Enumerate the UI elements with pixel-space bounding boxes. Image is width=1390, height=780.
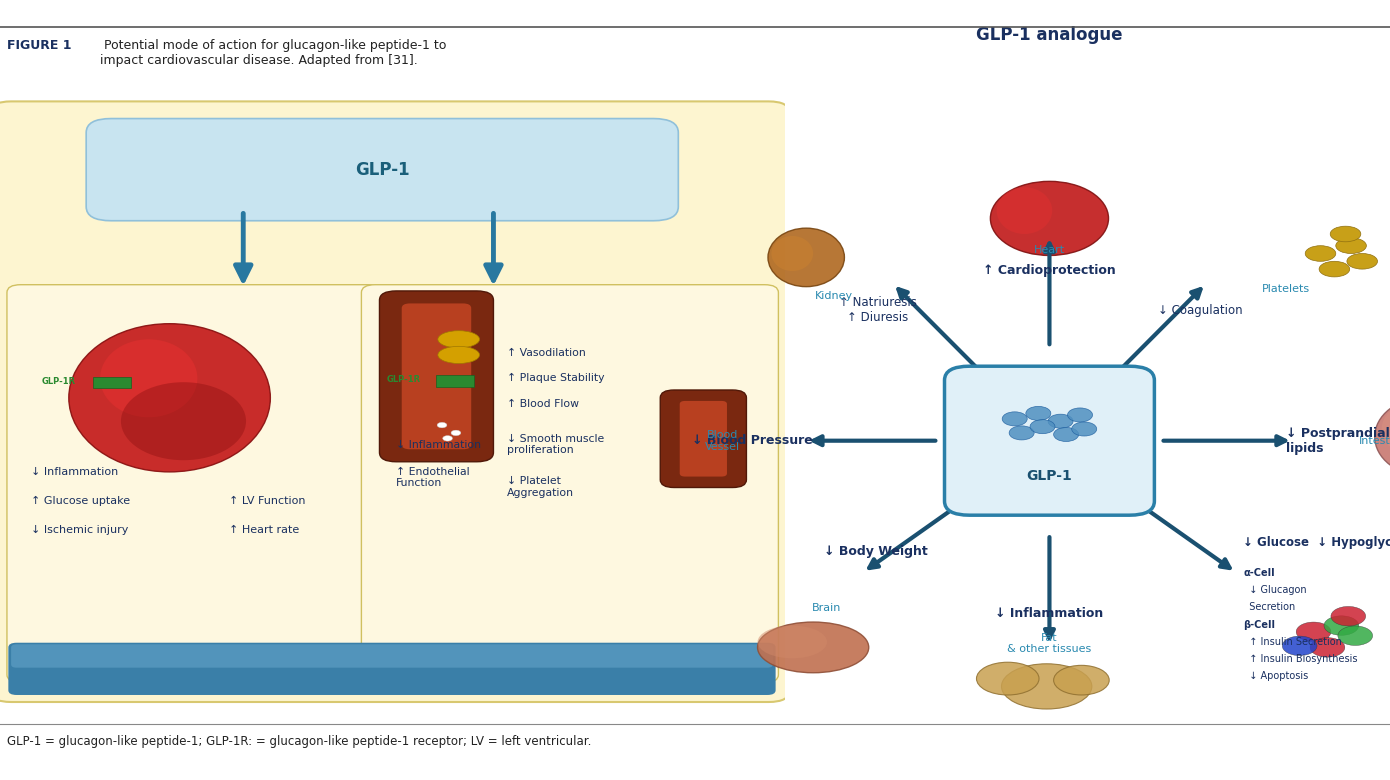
Text: β-Cell: β-Cell: [1244, 619, 1276, 629]
FancyBboxPatch shape: [7, 285, 382, 682]
Ellipse shape: [1002, 412, 1027, 426]
Text: Potential mode of action for glucagon-like peptide-1 to
impact cardiovascular di: Potential mode of action for glucagon-li…: [100, 39, 446, 67]
Ellipse shape: [1339, 626, 1373, 646]
Ellipse shape: [1297, 622, 1332, 641]
Ellipse shape: [767, 229, 845, 287]
FancyBboxPatch shape: [785, 31, 1386, 741]
Text: GLP-1: GLP-1: [354, 161, 410, 179]
Text: ↑ Natriuresis
↑ Diuresis: ↑ Natriuresis ↑ Diuresis: [838, 296, 916, 324]
FancyBboxPatch shape: [0, 101, 790, 702]
FancyBboxPatch shape: [86, 119, 678, 221]
Ellipse shape: [976, 662, 1040, 695]
Text: GLP-1: GLP-1: [1027, 469, 1072, 483]
Text: ↓ Apoptosis: ↓ Apoptosis: [1244, 671, 1309, 681]
Ellipse shape: [100, 339, 197, 417]
Text: ↓ Inflammation: ↓ Inflammation: [995, 607, 1104, 620]
Text: GLP-1 = glucagon-like peptide-1; GLP-1R: = glucagon-like peptide-1 receptor; LV : GLP-1 = glucagon-like peptide-1; GLP-1R:…: [7, 735, 591, 747]
Text: ↑ Vasodilation: ↑ Vasodilation: [507, 348, 587, 357]
Text: GLP-1 analogue: GLP-1 analogue: [976, 26, 1123, 44]
Ellipse shape: [1054, 665, 1109, 695]
Text: Brain: Brain: [812, 604, 842, 613]
Text: GLP-1R: GLP-1R: [386, 375, 421, 385]
Text: Kidney: Kidney: [815, 292, 853, 301]
Ellipse shape: [1336, 238, 1366, 254]
Text: ↓ Smooth muscle
proliferation: ↓ Smooth muscle proliferation: [507, 434, 605, 456]
Ellipse shape: [1068, 408, 1093, 422]
Ellipse shape: [436, 422, 448, 427]
Ellipse shape: [1048, 414, 1073, 428]
Text: ↑ Insulin Biosynthesis: ↑ Insulin Biosynthesis: [1244, 654, 1358, 664]
Text: ↓ Blood Pressure: ↓ Blood Pressure: [692, 434, 813, 447]
Ellipse shape: [1009, 426, 1034, 440]
FancyBboxPatch shape: [945, 367, 1154, 515]
FancyBboxPatch shape: [436, 375, 474, 387]
FancyBboxPatch shape: [8, 643, 776, 695]
Text: ↑ Blood Flow: ↑ Blood Flow: [507, 399, 580, 409]
Text: ↑ Glucose uptake: ↑ Glucose uptake: [31, 496, 129, 505]
Text: Intestine: Intestine: [1358, 436, 1390, 445]
Text: Blood
Vessel: Blood Vessel: [705, 430, 741, 452]
Text: FIGURE 1: FIGURE 1: [7, 39, 71, 52]
Ellipse shape: [1347, 254, 1377, 269]
FancyBboxPatch shape: [660, 390, 746, 488]
Ellipse shape: [1026, 406, 1051, 420]
Text: ↑ Insulin Secretion: ↑ Insulin Secretion: [1244, 636, 1343, 647]
Ellipse shape: [68, 324, 270, 472]
Text: ↓ Glucose  ↓ Hypoglycemia: ↓ Glucose ↓ Hypoglycemia: [1244, 536, 1390, 549]
Ellipse shape: [990, 182, 1109, 255]
FancyBboxPatch shape: [402, 303, 471, 449]
Ellipse shape: [758, 626, 827, 658]
Text: GLP-1R: GLP-1R: [42, 377, 76, 386]
Ellipse shape: [1330, 226, 1361, 242]
Text: Secretion: Secretion: [1244, 602, 1295, 612]
Text: ↓ Coagulation: ↓ Coagulation: [1158, 303, 1243, 317]
Text: ↑ Cardioprotection: ↑ Cardioprotection: [983, 264, 1116, 277]
Text: ↑ Endothelial
Function: ↑ Endothelial Function: [396, 466, 470, 488]
Text: Fat
& other tissues: Fat & other tissues: [1008, 633, 1091, 654]
FancyBboxPatch shape: [11, 644, 773, 668]
FancyBboxPatch shape: [379, 291, 493, 462]
Ellipse shape: [438, 331, 480, 348]
Text: ↓ Ischemic injury: ↓ Ischemic injury: [31, 526, 128, 535]
Ellipse shape: [1319, 261, 1350, 277]
Ellipse shape: [1072, 422, 1097, 436]
Ellipse shape: [450, 430, 461, 435]
Ellipse shape: [1382, 404, 1390, 454]
Text: ↓ Platelet
Aggregation: ↓ Platelet Aggregation: [507, 476, 574, 498]
Text: ↓ Inflammation: ↓ Inflammation: [396, 440, 481, 449]
Ellipse shape: [121, 382, 246, 460]
Ellipse shape: [1375, 398, 1390, 476]
Text: ↑ Heart rate: ↑ Heart rate: [229, 526, 300, 535]
Ellipse shape: [1332, 607, 1366, 626]
Ellipse shape: [1054, 427, 1079, 441]
FancyBboxPatch shape: [93, 377, 131, 388]
Ellipse shape: [438, 346, 480, 363]
Ellipse shape: [997, 187, 1052, 234]
Ellipse shape: [1283, 636, 1318, 655]
Text: ↑ Plaque Stability: ↑ Plaque Stability: [507, 374, 605, 383]
Ellipse shape: [758, 622, 869, 672]
FancyBboxPatch shape: [361, 285, 778, 682]
FancyBboxPatch shape: [680, 401, 727, 477]
Ellipse shape: [442, 435, 453, 441]
Text: α-Cell: α-Cell: [1244, 568, 1275, 578]
Text: ↓ Postprandial
lipids: ↓ Postprandial lipids: [1286, 427, 1390, 455]
Ellipse shape: [1030, 420, 1055, 434]
Ellipse shape: [1001, 664, 1093, 709]
Text: ↓ Body Weight: ↓ Body Weight: [824, 544, 929, 558]
Text: ↓ Inflammation: ↓ Inflammation: [31, 467, 118, 477]
Text: ↑ LV Function: ↑ LV Function: [229, 496, 306, 505]
Text: Platelets: Platelets: [1262, 284, 1309, 293]
Ellipse shape: [771, 236, 813, 271]
Ellipse shape: [1325, 616, 1359, 635]
Text: ↓ Glucagon: ↓ Glucagon: [1244, 585, 1307, 595]
Text: Heart: Heart: [1034, 245, 1065, 254]
Ellipse shape: [1305, 246, 1336, 261]
Ellipse shape: [1309, 638, 1346, 657]
